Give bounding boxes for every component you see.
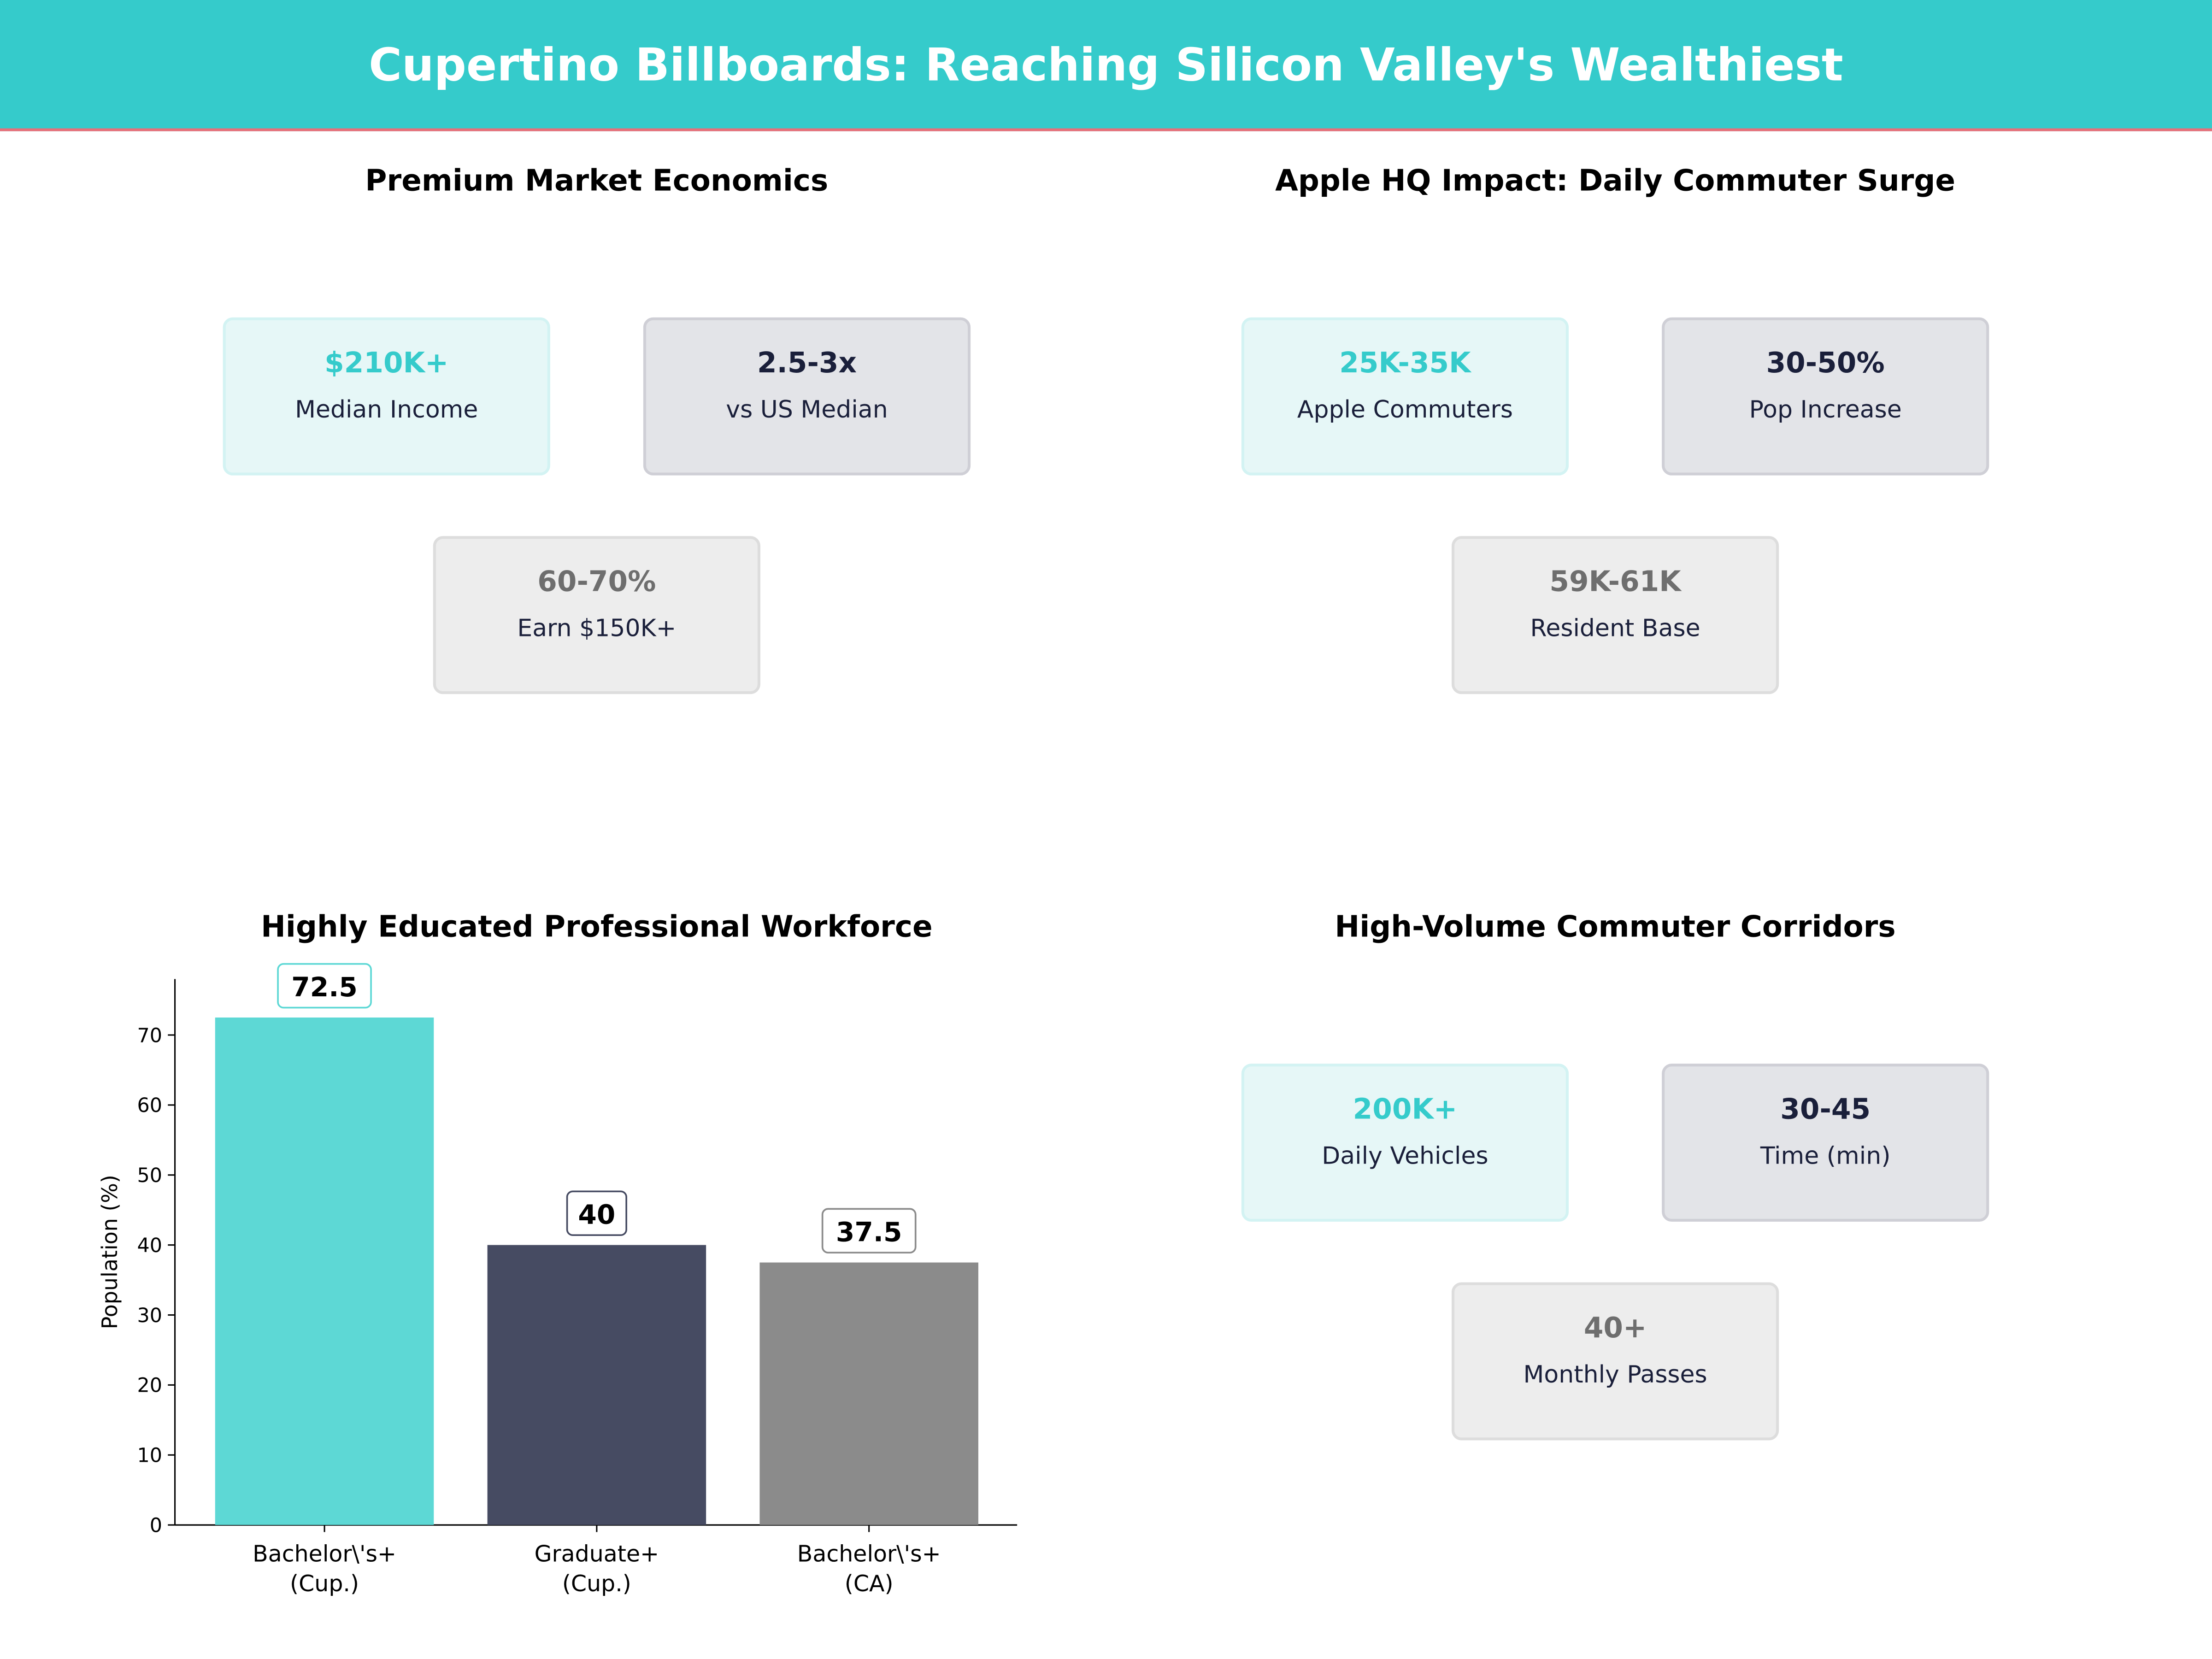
x-tick-label: (CA) [845,1571,894,1597]
metric-card: 30-45 Time (min) [1662,1064,1989,1222]
y-axis-label: Population (%) [97,1175,122,1329]
value-label-box [277,963,372,1009]
value-label-box [821,1208,917,1254]
metric-card: $210K+ Median Income [223,317,550,476]
value-label: 37.5 [836,1217,902,1248]
metric-card: 2.5-3x vs US Median [643,317,971,476]
metric-value: 2.5-3x [757,345,857,380]
metric-label: Earn $150K+ [517,615,677,643]
bar [215,1018,434,1525]
panel-title-economics: Premium Market Economics [365,164,829,198]
metric-value: 30-50% [1766,345,1885,380]
y-tick-label: 10 [137,1444,163,1467]
metric-label: Apple Commuters [1297,396,1513,425]
metric-label: Resident Base [1530,615,1700,643]
metric-value: 30-45 [1780,1092,1871,1126]
metric-label: vs US Median [726,396,888,425]
metric-label: Median Income [295,396,478,425]
metric-label: Pop Increase [1749,396,1902,425]
metric-card: 60-70% Earn $150K+ [433,536,760,694]
metric-card: 59K-61K Resident Base [1451,536,1779,694]
y-tick-label: 50 [137,1164,163,1187]
panel-title-apple: Apple HQ Impact: Daily Commuter Surge [1275,164,1955,198]
bar [759,1262,978,1525]
metric-card: 200K+ Daily Vehicles [1241,1064,1569,1222]
value-label-box [566,1190,628,1236]
x-tick-label: (Cup.) [290,1571,359,1597]
y-tick-label: 20 [137,1374,163,1397]
y-tick-label: 30 [137,1304,163,1327]
metric-value: 59K-61K [1549,564,1681,598]
metric-value: 60-70% [537,564,656,598]
metric-label: Daily Vehicles [1322,1142,1488,1171]
metric-value: 200K+ [1353,1092,1458,1126]
chart-title: Highly Educated Professional Workforce [261,910,933,944]
y-tick-label: 40 [137,1234,163,1257]
x-tick-label: Graduate+ [535,1541,659,1567]
y-tick-label: 60 [137,1094,163,1117]
value-label: 40 [578,1199,615,1230]
panel-title-corridors: High-Volume Commuter Corridors [1335,910,1896,944]
metric-value: 40+ [1583,1310,1647,1345]
metric-value: $210K+ [324,345,449,380]
y-tick-label: 70 [137,1024,163,1047]
x-tick-label: Bachelor\'s+ [253,1541,396,1567]
x-tick-label: Bachelor\'s+ [797,1541,941,1567]
y-tick-label: 0 [150,1514,162,1537]
metric-card: 25K-35K Apple Commuters [1241,317,1569,476]
bar [487,1245,706,1525]
metric-card: 40+ Monthly Passes [1451,1282,1779,1441]
metric-card: 30-50% Pop Increase [1662,317,1989,476]
header-banner: Cupertino Billboards: Reaching Silicon V… [0,0,2212,131]
value-label: 72.5 [291,971,358,1003]
metric-label: Time (min) [1760,1142,1891,1171]
x-tick-label: (Cup.) [562,1571,631,1597]
page-title: Cupertino Billboards: Reaching Silicon V… [369,37,1843,91]
metric-value: 25K-35K [1339,345,1471,380]
metric-label: Monthly Passes [1523,1361,1707,1390]
